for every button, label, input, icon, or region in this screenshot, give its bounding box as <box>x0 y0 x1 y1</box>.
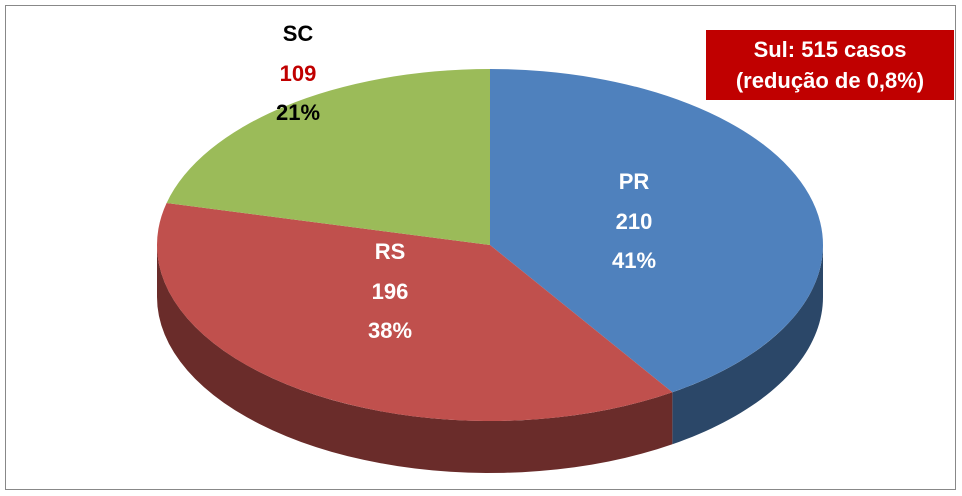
annotation-box <box>706 30 954 100</box>
value-label: 109 <box>280 61 317 86</box>
slice-label: PR <box>619 169 650 194</box>
slice <box>157 203 673 421</box>
annotation-line: (redução de 0,8%) <box>736 68 924 93</box>
slice <box>166 69 490 245</box>
percent-label: 41% <box>612 248 656 273</box>
slice-label: RS <box>375 239 406 264</box>
percent-label: 38% <box>368 318 412 343</box>
percent-label: 21% <box>276 100 320 125</box>
slice <box>490 69 823 393</box>
slice-side <box>157 245 673 473</box>
slice-side <box>672 245 823 445</box>
value-label: 210 <box>616 209 653 234</box>
annotation-line: Sul: 515 casos <box>754 37 907 62</box>
value-label: 196 <box>372 279 409 304</box>
slice-label: SC <box>283 21 314 46</box>
